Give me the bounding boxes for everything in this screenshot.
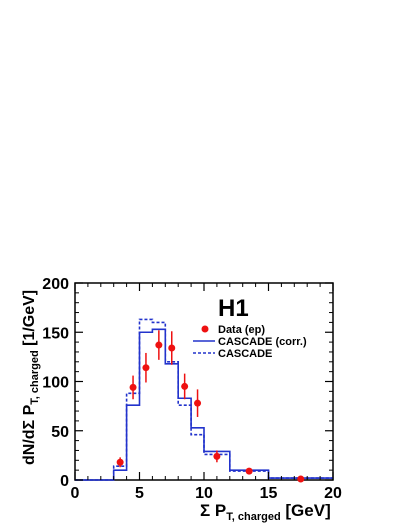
data-point-6 <box>194 389 202 417</box>
data-point-0 <box>116 457 124 468</box>
x-tick-label-20: 20 <box>324 485 342 502</box>
experiment-label: H1 <box>218 295 249 322</box>
x-tick-label-15: 15 <box>260 485 278 502</box>
data-marker <box>142 364 150 372</box>
data-point-9 <box>297 475 305 483</box>
y-axis-label-main: dN/dΣ P <box>21 404 38 465</box>
data-point-5 <box>181 373 189 400</box>
data-marker <box>213 452 221 460</box>
histogram-series-cascade <box>75 318 333 481</box>
data-marker <box>245 467 253 475</box>
data-marker <box>297 475 305 483</box>
y-axis-label-unit: [1/GeV] <box>21 290 38 350</box>
legend-label-data: Data (ep) <box>218 324 265 336</box>
data-point-1 <box>129 375 137 400</box>
y-tick-label-100: 100 <box>42 375 69 392</box>
data-marker <box>181 382 189 390</box>
data-point-3 <box>155 330 163 360</box>
data-point-8 <box>245 467 253 475</box>
y-tick-label-150: 150 <box>42 325 69 342</box>
data-marker <box>194 399 202 407</box>
data-point-7 <box>213 450 221 463</box>
data-point-2 <box>142 352 150 383</box>
x-tick-label-5: 5 <box>135 485 144 502</box>
data-marker <box>116 458 124 466</box>
legend-marker-data <box>201 325 209 333</box>
y-axis-label-sub: T, charged <box>29 350 41 404</box>
x-axis-label: Σ PT, charged [GeV] <box>200 501 331 523</box>
data-marker <box>168 344 176 352</box>
x-tick-label-10: 10 <box>195 485 213 502</box>
y-tick-label-50: 50 <box>51 424 69 441</box>
x-tick-label-0: 0 <box>71 485 80 502</box>
y-tick-label-200: 200 <box>42 276 69 293</box>
x-axis-label-unit: [GeV] <box>281 501 331 520</box>
legend-label-cascade-corr: CASCADE (corr.) <box>218 336 307 348</box>
x-axis-label-sub: T, charged <box>226 511 280 523</box>
x-axis-label-main: Σ P <box>200 501 226 520</box>
legend-label-cascade: CASCADE <box>218 348 272 360</box>
y-tick-label-0: 0 <box>60 473 69 490</box>
data-marker <box>129 383 137 391</box>
data-marker <box>155 341 163 349</box>
histogram-series-cascade-corr <box>75 328 333 481</box>
y-axis-label: dN/dΣ PT, charged [1/GeV] <box>21 290 41 465</box>
data-point-4 <box>168 331 176 365</box>
legend: Data (ep) CASCADE (corr.) CASCADE <box>193 324 307 360</box>
data-points-layer <box>116 330 305 483</box>
